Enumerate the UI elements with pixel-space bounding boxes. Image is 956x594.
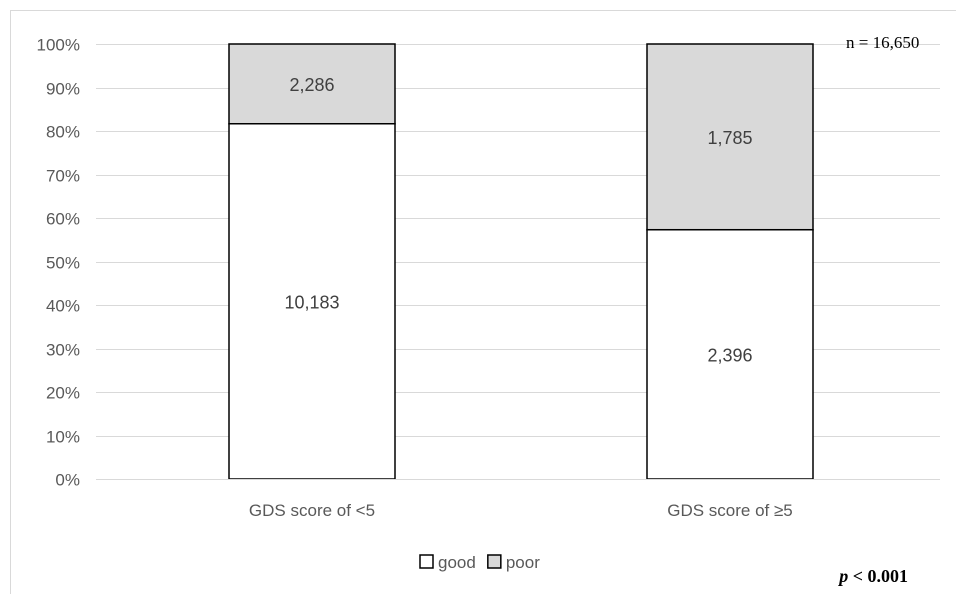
y-tick-label: 0%	[55, 471, 80, 490]
x-category-label: GDS score of <5	[249, 501, 375, 520]
p-value-symbol: p	[837, 566, 848, 586]
x-category-label: GDS score of ≥5	[667, 501, 793, 520]
p-value-annotation: p < 0.001	[837, 566, 908, 586]
data-label-good-1: 10,183	[284, 292, 339, 312]
legend-label-good: good	[438, 553, 476, 572]
legend-swatch-poor	[488, 555, 501, 568]
y-tick-label: 80%	[46, 123, 80, 142]
x-axis-category-labels: GDS score of <5 GDS score of ≥5	[249, 501, 793, 520]
y-tick-label: 60%	[46, 210, 80, 229]
legend: good poor	[420, 553, 540, 572]
sample-size-annotation: n = 16,650	[846, 33, 919, 52]
y-tick-label: 20%	[46, 384, 80, 403]
y-tick-label: 10%	[46, 428, 80, 447]
data-label-good-2: 2,396	[707, 345, 752, 365]
y-tick-label: 90%	[46, 80, 80, 99]
y-axis-tick-labels: 0% 10% 20% 30% 40% 50% 60% 70% 80% 90% 100%	[37, 36, 80, 490]
y-tick-label: 40%	[46, 297, 80, 316]
y-tick-label: 30%	[46, 341, 80, 360]
y-tick-label: 100%	[37, 36, 80, 55]
legend-label-poor: poor	[506, 553, 540, 572]
p-value-text: < 0.001	[848, 566, 908, 586]
data-label-poor-1: 2,286	[289, 75, 334, 95]
bars	[229, 44, 813, 479]
legend-swatch-good	[420, 555, 433, 568]
data-label-poor-2: 1,785	[707, 128, 752, 148]
y-tick-label: 70%	[46, 167, 80, 186]
y-tick-label: 50%	[46, 254, 80, 273]
